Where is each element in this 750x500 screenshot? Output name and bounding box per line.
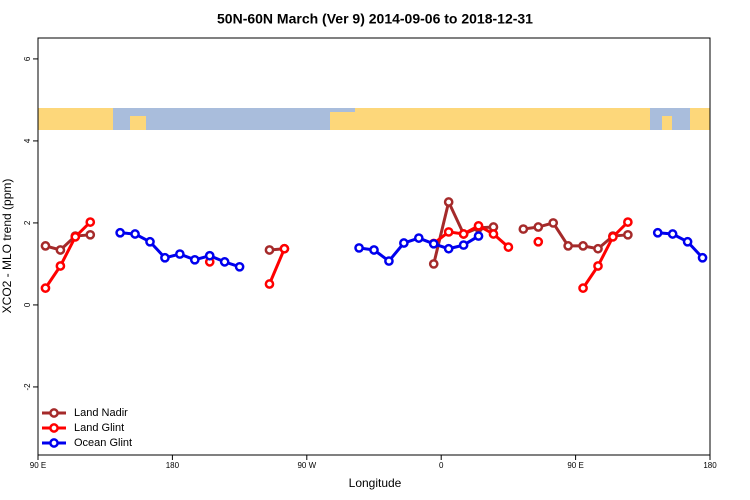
point bbox=[503, 242, 514, 252]
legend-swatch-point bbox=[49, 408, 59, 418]
point bbox=[40, 241, 51, 251]
point bbox=[667, 229, 678, 239]
legend-item: Land Glint bbox=[42, 422, 124, 434]
point bbox=[264, 279, 275, 289]
y-tick-label: 0 bbox=[23, 302, 32, 307]
point bbox=[428, 238, 439, 249]
point bbox=[488, 229, 499, 239]
legend-item: Ocean Glint bbox=[42, 437, 132, 449]
point bbox=[369, 245, 379, 255]
point bbox=[458, 229, 469, 239]
x-tick-label: 90 E bbox=[567, 461, 583, 470]
point bbox=[443, 243, 454, 254]
point bbox=[354, 243, 364, 253]
point bbox=[458, 240, 469, 250]
legend-swatch-point bbox=[49, 438, 59, 448]
point bbox=[234, 261, 245, 272]
point bbox=[473, 220, 484, 231]
point bbox=[533, 222, 544, 232]
point bbox=[533, 236, 544, 247]
point bbox=[145, 236, 155, 247]
point bbox=[473, 231, 484, 241]
point bbox=[85, 217, 96, 227]
legend-label: Land Nadir bbox=[74, 407, 128, 419]
point bbox=[652, 227, 663, 238]
x-axis-label: Longitude bbox=[349, 476, 402, 490]
point bbox=[563, 241, 573, 251]
plot-frame bbox=[37, 37, 711, 456]
point bbox=[384, 256, 394, 266]
point bbox=[189, 254, 200, 265]
x-tick-label: 180 bbox=[703, 461, 717, 470]
x-tick-label: 0 bbox=[439, 461, 444, 470]
point bbox=[578, 241, 588, 251]
chart-title: 50N-60N March (Ver 9) 2014-09-06 to 2018… bbox=[217, 11, 533, 27]
point bbox=[399, 238, 409, 248]
x-tick-label: 180 bbox=[166, 461, 180, 470]
legend-swatch-point bbox=[49, 423, 59, 433]
y-tick-label: 4 bbox=[23, 138, 32, 143]
x-tick-label: 90 E bbox=[30, 461, 46, 470]
series-line bbox=[44, 221, 629, 289]
point bbox=[623, 217, 633, 227]
point bbox=[219, 257, 230, 267]
series-line bbox=[45, 197, 628, 265]
point bbox=[428, 259, 439, 269]
point bbox=[697, 252, 708, 263]
point bbox=[130, 229, 140, 239]
legend-label: Land Glint bbox=[74, 422, 124, 434]
legend-label: Ocean Glint bbox=[74, 437, 132, 449]
point bbox=[160, 252, 170, 263]
y-tick-label: 6 bbox=[23, 56, 32, 61]
point bbox=[443, 197, 454, 207]
point bbox=[623, 229, 633, 240]
y-tick-label: 2 bbox=[23, 220, 32, 225]
point bbox=[548, 218, 559, 228]
point bbox=[55, 261, 66, 271]
x-tick-label: 90 W bbox=[297, 461, 316, 470]
point bbox=[593, 243, 603, 254]
y-axis-label: XCO2 - MLO trend (ppm) bbox=[0, 179, 14, 314]
point bbox=[518, 224, 529, 234]
point bbox=[55, 245, 66, 255]
point bbox=[85, 229, 96, 240]
point bbox=[204, 250, 215, 261]
point bbox=[682, 236, 693, 247]
y-tick-label: -2 bbox=[23, 383, 32, 391]
point bbox=[175, 249, 185, 259]
point bbox=[264, 245, 275, 255]
point bbox=[413, 233, 424, 243]
point bbox=[115, 227, 125, 238]
point bbox=[593, 261, 603, 271]
point bbox=[279, 243, 290, 254]
point bbox=[608, 232, 618, 242]
point bbox=[40, 283, 51, 293]
legend-item: Land Nadir bbox=[42, 407, 128, 419]
point bbox=[443, 227, 454, 237]
point bbox=[578, 283, 588, 293]
point bbox=[70, 232, 81, 242]
map-band bbox=[38, 108, 710, 130]
